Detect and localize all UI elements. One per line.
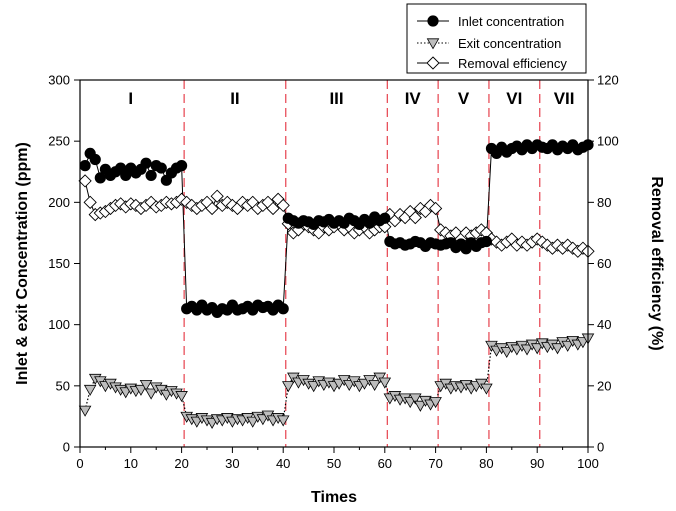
data-point-1 (368, 380, 381, 392)
data-point-1 (78, 405, 92, 417)
phase-label: V (458, 89, 470, 108)
data-point-1 (414, 400, 427, 412)
data-point-1 (144, 388, 158, 400)
y-right-tick-label: 80 (597, 195, 611, 210)
x-axis: 0 10 20 30 40 50 60 70 80 90 100 (76, 447, 599, 471)
x-tick-label: 100 (577, 456, 599, 471)
y-right-tick-label: 0 (597, 440, 604, 455)
x-axis-title: Times (311, 489, 357, 506)
data-point-0 (89, 153, 101, 166)
y-right-tick-label: 40 (597, 317, 611, 332)
data-point-1 (530, 343, 544, 355)
y-right-tick-label: 100 (597, 134, 619, 149)
data-point-1 (378, 377, 392, 389)
legend-item-inlet: Inlet concentration (417, 14, 564, 29)
data-point-2 (78, 174, 92, 188)
x-tick-label: 60 (378, 456, 392, 471)
data-point-2 (408, 210, 422, 225)
legend-label-exit: Exit concentration (458, 36, 561, 51)
x-tick-label: 30 (225, 456, 239, 471)
data-point-0 (480, 235, 492, 248)
data-point-1 (175, 391, 188, 403)
data-point-2 (276, 198, 290, 213)
phase-label: I (128, 89, 133, 108)
y-left-tick-label: 0 (63, 440, 70, 455)
data-point-1 (500, 346, 514, 358)
data-point-0 (140, 157, 152, 169)
legend-marker-2 (426, 56, 440, 70)
data-point-1 (429, 397, 442, 409)
data-point-1 (561, 340, 574, 352)
y-left-tick-label: 50 (56, 378, 70, 393)
data-point-1 (408, 393, 422, 405)
data-point-1 (134, 384, 148, 396)
data-point-1 (480, 383, 493, 395)
phase-label: II (230, 89, 239, 108)
data-point-2 (210, 189, 224, 203)
data-point-1 (281, 381, 295, 393)
data-point-1 (551, 343, 564, 355)
x-tick-label: 40 (276, 456, 290, 471)
y-left-tick-label: 300 (48, 73, 70, 88)
y-right-tick-label: 20 (597, 378, 611, 393)
legend-marker-1 (426, 38, 440, 50)
data-point-2 (83, 195, 97, 209)
y-left-tick-label: 200 (48, 195, 70, 210)
y-left-tick-label: 150 (48, 256, 70, 271)
y-axis-left: 0 50 100 150 200 250 300 (48, 73, 80, 455)
phase-label: III (329, 89, 343, 108)
data-point-1 (307, 381, 320, 393)
x-tick-label: 0 (76, 456, 83, 471)
y-axis-left-title: Inlet & exit Concentration (ppm) (14, 142, 31, 385)
phase-label: VII (554, 89, 575, 108)
legend-label-removal: Removal efficiency (458, 56, 567, 71)
series-markers (78, 139, 595, 429)
data-point-2 (205, 201, 219, 216)
data-point-0 (145, 169, 157, 182)
data-point-1 (246, 416, 260, 428)
x-tick-label: 50 (327, 456, 341, 471)
x-tick-label: 20 (174, 456, 188, 471)
x-tick-label: 80 (479, 456, 493, 471)
legend-label-inlet: Inlet concentration (458, 14, 564, 29)
data-point-1 (83, 384, 97, 396)
data-point-2 (266, 201, 280, 216)
legend-item-exit: Exit concentration (417, 36, 561, 51)
data-point-0 (155, 162, 167, 174)
legend-item-removal: Removal efficiency (417, 56, 567, 71)
y-axis-right: 0 20 40 60 80 100 120 (588, 73, 619, 455)
data-point-1 (520, 344, 534, 356)
data-point-0 (176, 160, 188, 172)
phase-labels: I II III IV V VI VII (128, 89, 574, 108)
y-left-tick-label: 250 (48, 134, 70, 149)
x-tick-label: 70 (428, 456, 442, 471)
y-axis-right-title: Removal efficiency (%) (648, 176, 665, 350)
data-point-1 (276, 415, 290, 427)
data-point-0 (277, 303, 289, 315)
data-point-0 (79, 160, 91, 172)
y-right-tick-label: 60 (597, 256, 611, 271)
legend-marker-0 (427, 15, 439, 27)
data-point-0 (379, 212, 391, 224)
y-right-tick-label: 120 (597, 73, 619, 88)
data-point-2 (428, 201, 443, 216)
data-point-1 (139, 380, 153, 392)
phase-label: VI (506, 89, 522, 108)
x-tick-label: 10 (124, 456, 138, 471)
x-tick-label: 90 (530, 456, 544, 471)
legend: Inlet concentration Exit concentration R… (406, 3, 587, 74)
phase-label: IV (405, 89, 422, 108)
y-left-tick-label: 100 (48, 317, 70, 332)
